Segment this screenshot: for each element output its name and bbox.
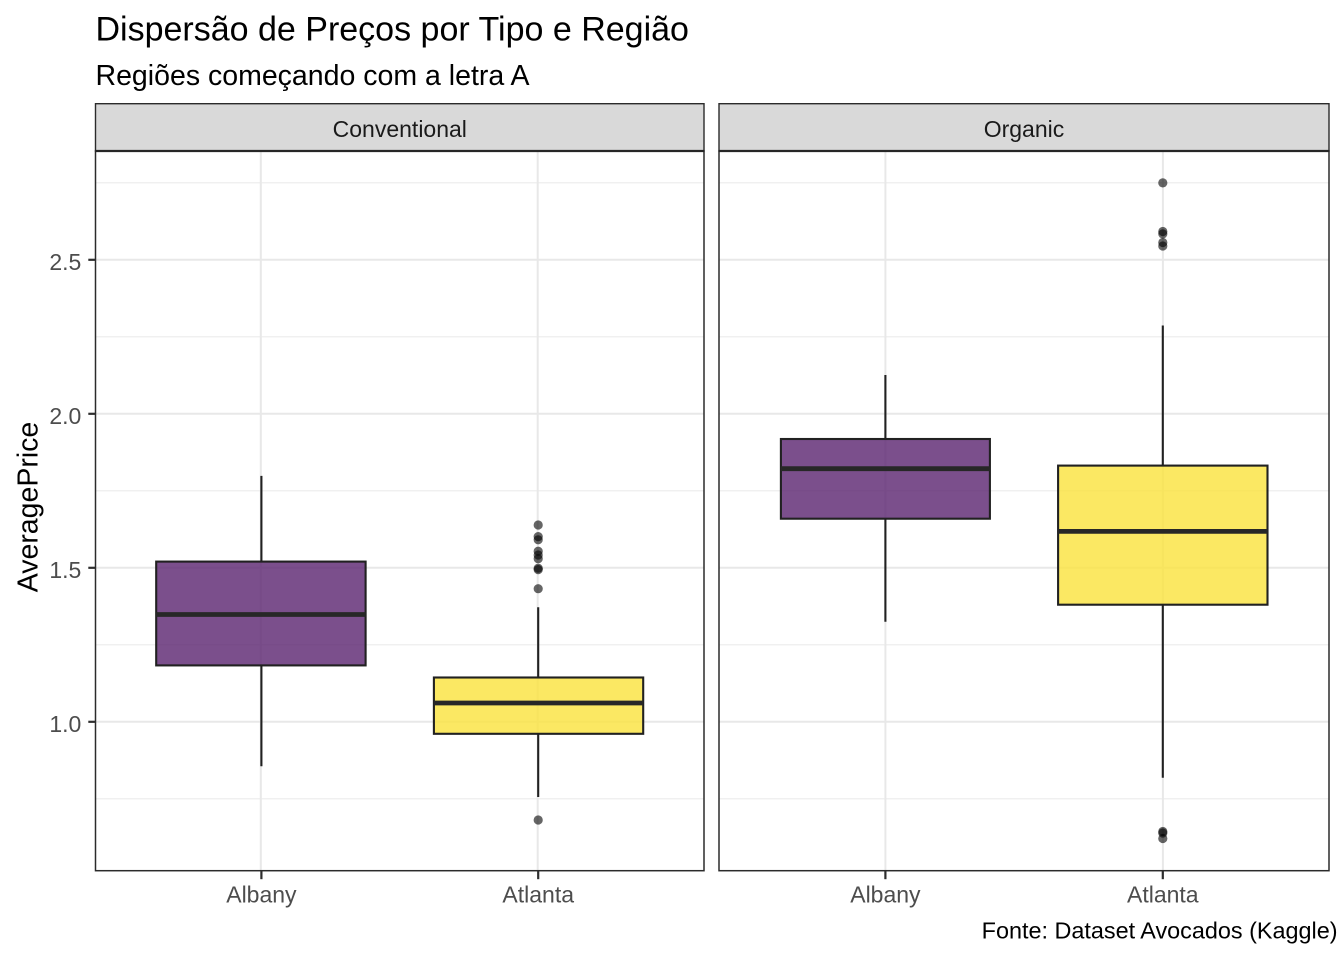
svg-text:Fonte: Dataset Avocados (Kaggl: Fonte: Dataset Avocados (Kaggle) [982, 917, 1338, 943]
svg-text:1.0: 1.0 [49, 711, 81, 737]
svg-text:Albany: Albany [850, 882, 921, 908]
svg-text:Atlanta: Atlanta [1127, 882, 1199, 908]
svg-text:Atlanta: Atlanta [502, 882, 574, 908]
svg-text:2.5: 2.5 [49, 249, 81, 275]
svg-text:Conventional: Conventional [333, 116, 467, 142]
svg-text:Dispersão de Preços por Tipo e: Dispersão de Preços por Tipo e Região [96, 11, 689, 49]
svg-text:2.0: 2.0 [49, 403, 81, 429]
svg-text:AveragePrice: AveragePrice [13, 422, 45, 593]
svg-text:Regiões começando com a letra: Regiões começando com a letra A [96, 60, 530, 92]
svg-text:1.5: 1.5 [49, 557, 81, 583]
svg-text:Albany: Albany [226, 882, 297, 908]
svg-text:Organic: Organic [984, 116, 1065, 142]
